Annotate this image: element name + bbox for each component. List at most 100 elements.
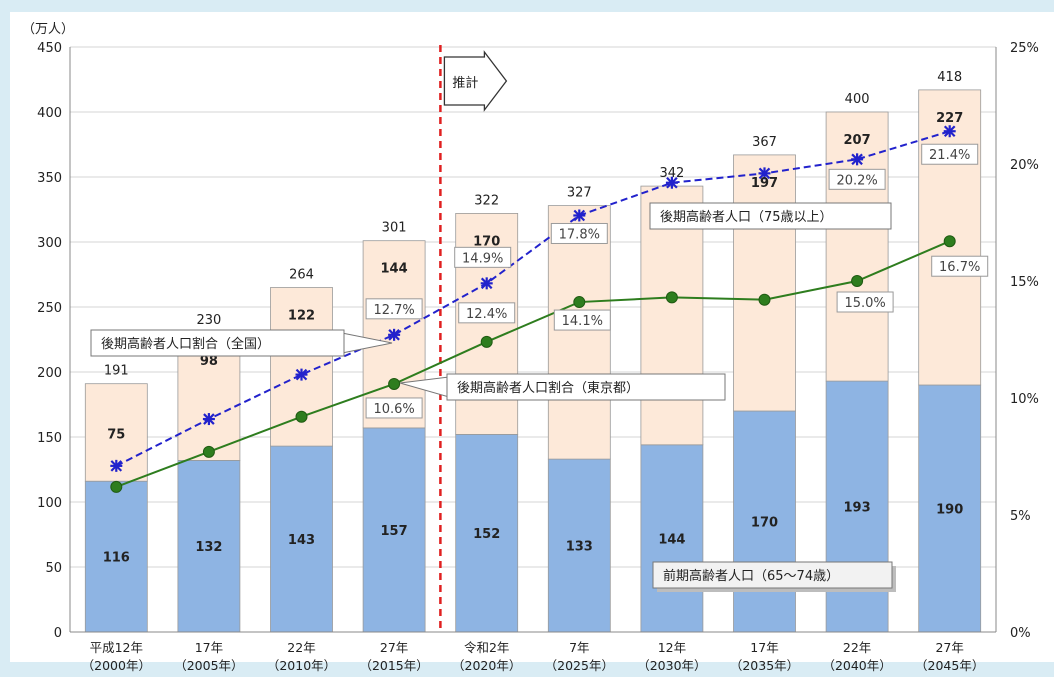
marker-stroke: [388, 329, 400, 341]
callout-national-box: [90, 329, 345, 357]
point-national: [480, 277, 493, 290]
point-national: [665, 176, 678, 189]
y-tick-label: 250: [37, 301, 62, 316]
marker-stroke: [295, 368, 308, 381]
bar-total-label: 264: [289, 268, 314, 283]
x-tick-label: 27年: [380, 640, 408, 655]
x-tick-label: 27年: [935, 640, 963, 655]
marker-stroke: [943, 125, 956, 138]
callout-late-elderly-text: 後期高齢者人口（75歳以上）: [660, 209, 833, 225]
y-unit-label: （万人）: [22, 22, 74, 37]
x-tick-label: （2010年）: [267, 658, 336, 673]
bar-total-label: 191: [104, 364, 129, 379]
bar-total-label: 327: [567, 186, 592, 201]
x-tick-label: 22年: [843, 640, 871, 655]
callout-early-elderly-text: 前期高齢者人口（65～74歳）: [663, 568, 839, 584]
bar-value-label: 132: [195, 540, 222, 555]
marker-stroke: [480, 277, 493, 290]
x-tick-label: （2040年）: [822, 658, 891, 673]
marker-stroke: [851, 153, 863, 166]
pct-label: 14.1%: [562, 314, 603, 329]
pct-label: 21.4%: [929, 148, 970, 163]
bar-value-label: 122: [288, 309, 315, 324]
bar-early-elderly: [362, 427, 426, 633]
y2-tick-label: 20%: [1010, 158, 1039, 173]
pct-label-box: [931, 255, 989, 277]
x-tick-label: 令和2年: [464, 640, 509, 655]
bar-total-label: 322: [474, 193, 499, 208]
point-national: [110, 459, 123, 472]
axes: 0 50 100 150 200 250 300 350 400 450 （万人） 0% 5% 10% 15…: [22, 22, 1039, 673]
x-tick-label: 7年: [569, 640, 589, 655]
bar-late-elderly: [733, 154, 796, 412]
bar-value-label: 133: [566, 540, 593, 555]
pct-label: 17.8%: [559, 227, 600, 242]
x-tick-label: （2030年）: [637, 658, 706, 673]
y-tick-label: 50: [45, 561, 62, 576]
marker-stroke: [666, 176, 678, 189]
bar-early-elderly: [455, 433, 519, 633]
bar-value-label: 75: [107, 428, 125, 443]
point-national: [202, 413, 215, 426]
point-tokyo: [388, 377, 401, 390]
x-tick-label: （2005年）: [174, 658, 243, 673]
y-tick-label: 350: [37, 171, 62, 186]
bar-value-label: 170: [751, 516, 778, 531]
marker-stroke: [573, 209, 586, 222]
bar-late-elderly: [547, 205, 611, 460]
pct-label: 10.6%: [373, 402, 414, 417]
x-tick-label: 17年: [750, 640, 778, 655]
forecast-label: 推計: [452, 75, 478, 91]
forecast-arrow: [443, 50, 508, 112]
x-tick-label: （2035年）: [730, 658, 799, 673]
bar-early-elderly: [733, 410, 796, 633]
y-tick-label: 100: [37, 496, 62, 511]
x-tick-label: 12年: [658, 640, 686, 655]
bar-total-label: 367: [752, 135, 777, 150]
pct-label: 16.7%: [939, 260, 980, 275]
y2-tick-label: 25%: [1010, 41, 1039, 56]
bar-early-elderly: [177, 459, 241, 633]
point-national: [851, 153, 864, 166]
point-tokyo: [758, 293, 771, 306]
bar-early-elderly: [640, 444, 704, 633]
bar-value-label: 144: [381, 262, 408, 277]
x-tick-label: 22年: [287, 640, 315, 655]
y-tick-label: 450: [37, 41, 62, 56]
point-national: [388, 328, 401, 341]
pct-label-box: [921, 143, 979, 165]
point-tokyo: [665, 291, 678, 304]
point-tokyo: [110, 480, 123, 493]
x-tick-label: （2015年）: [359, 658, 428, 673]
y-tick-label: 150: [37, 431, 62, 446]
x-tick-label: （2020年）: [452, 658, 521, 673]
callout-national-text: 後期高齢者人口割合（全国）: [101, 336, 270, 352]
bar-total-label: 301: [382, 221, 407, 236]
bar-total-label: 418: [937, 70, 962, 85]
point-tokyo: [943, 235, 956, 248]
bar-value-label: 98: [200, 354, 218, 369]
bar-value-label: 152: [473, 527, 500, 542]
marker-stroke: [758, 167, 771, 180]
y-tick-label: 0: [54, 626, 62, 641]
point-national: [295, 368, 308, 381]
callout-late-elderly-box: [649, 202, 892, 230]
bar-value-label: 193: [844, 501, 871, 516]
point-national: [573, 209, 586, 222]
pct-label-box: [458, 302, 516, 324]
series-lines: [110, 125, 956, 493]
y2-tick-label: 10%: [1010, 392, 1039, 407]
point-national: [943, 125, 956, 138]
bar-value-label: 190: [936, 503, 963, 518]
marker-stroke: [203, 413, 215, 425]
pct-label: 20.2%: [836, 173, 877, 188]
y-tick-label: 200: [37, 366, 62, 381]
bar-value-label: 157: [381, 524, 408, 539]
bar-value-label: 143: [288, 533, 315, 548]
point-tokyo: [480, 335, 493, 348]
line-national: [115, 130, 950, 467]
point-tokyo: [295, 410, 308, 423]
bar-value-label: 144: [658, 532, 685, 547]
